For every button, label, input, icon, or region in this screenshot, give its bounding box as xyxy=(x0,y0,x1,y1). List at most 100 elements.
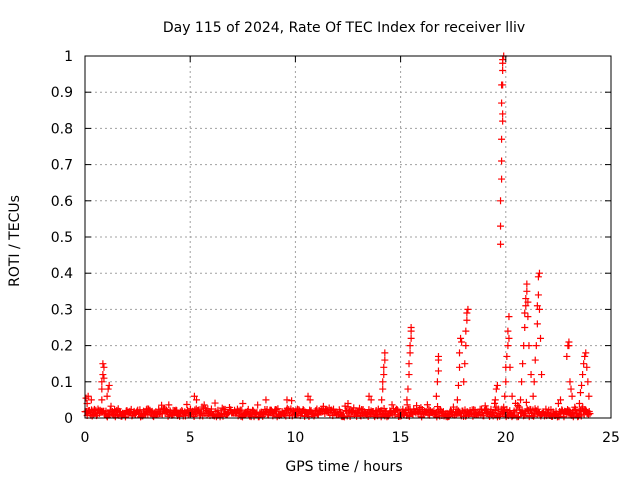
data-point-baseline xyxy=(200,401,208,409)
x-tick-label: 15 xyxy=(392,430,410,446)
data-point xyxy=(499,66,507,74)
data-point xyxy=(453,396,461,404)
data-point xyxy=(524,313,532,321)
data-point-baseline xyxy=(560,413,568,421)
data-point-baseline xyxy=(534,405,542,413)
data-point xyxy=(378,396,386,404)
data-point xyxy=(379,378,387,386)
data-point-baseline xyxy=(207,405,215,413)
data-point xyxy=(527,371,535,379)
x-axis-label: GPS time / hours xyxy=(285,459,402,475)
data-point xyxy=(497,240,505,248)
data-point xyxy=(100,374,108,382)
data-point-baseline xyxy=(244,405,252,413)
data-point xyxy=(491,396,499,404)
data-point xyxy=(530,378,538,386)
data-point xyxy=(456,363,464,371)
data-point xyxy=(98,378,106,386)
data-point xyxy=(283,396,291,404)
data-point-baseline xyxy=(274,405,282,413)
data-point xyxy=(538,371,546,379)
data-point xyxy=(100,363,108,371)
data-point xyxy=(380,363,388,371)
y-tick-label: 0.1 xyxy=(51,375,73,391)
data-point-baseline xyxy=(211,399,219,407)
data-point xyxy=(460,378,468,386)
x-tick-label: 25 xyxy=(602,430,620,446)
data-point xyxy=(497,222,505,230)
data-point-baseline xyxy=(107,402,115,410)
data-point-baseline xyxy=(445,412,453,420)
data-layer xyxy=(81,52,594,421)
data-point xyxy=(557,396,565,404)
data-point-baseline xyxy=(491,399,499,407)
data-point xyxy=(84,392,92,400)
data-point xyxy=(403,396,411,404)
data-point-baseline xyxy=(190,413,198,421)
data-point-baseline xyxy=(136,406,144,414)
data-point xyxy=(537,334,545,342)
data-point-baseline xyxy=(272,406,280,414)
data-point xyxy=(463,316,471,324)
grid-layer xyxy=(85,56,611,418)
data-point xyxy=(524,298,532,306)
x-tick-label: 0 xyxy=(81,430,90,446)
data-point xyxy=(508,392,516,400)
data-point-baseline xyxy=(423,401,431,409)
data-point xyxy=(568,392,576,400)
data-point-baseline xyxy=(413,402,421,410)
data-point xyxy=(464,305,472,313)
data-point-baseline xyxy=(183,400,191,408)
data-point xyxy=(519,360,527,368)
data-point xyxy=(525,342,533,350)
y-tick-label: 0.4 xyxy=(51,266,73,282)
data-point xyxy=(380,371,388,379)
data-point xyxy=(499,81,507,89)
data-point xyxy=(379,385,387,393)
data-point xyxy=(304,392,312,400)
data-point xyxy=(533,320,541,328)
data-point-baseline xyxy=(306,406,314,414)
data-point xyxy=(381,356,389,364)
x-tick-label: 5 xyxy=(186,430,195,446)
data-point-baseline xyxy=(214,406,222,414)
y-tick-label: 0 xyxy=(64,411,73,427)
data-point-baseline xyxy=(288,397,296,405)
data-point xyxy=(503,352,511,360)
data-point xyxy=(105,381,113,389)
data-point xyxy=(585,392,593,400)
data-point xyxy=(566,378,574,386)
data-point xyxy=(99,360,107,368)
data-point xyxy=(522,295,530,303)
data-point xyxy=(531,356,539,364)
data-point-baseline xyxy=(522,398,530,406)
y-tick-label: 0.5 xyxy=(51,230,73,246)
data-point xyxy=(405,371,413,379)
data-point xyxy=(505,313,513,321)
data-point xyxy=(521,309,529,317)
data-point-baseline xyxy=(164,412,172,420)
data-point xyxy=(498,157,506,165)
data-point-baseline xyxy=(319,402,327,410)
data-point xyxy=(567,385,575,393)
data-point xyxy=(367,396,375,404)
data-point xyxy=(407,334,415,342)
data-point xyxy=(432,392,440,400)
data-point xyxy=(522,302,530,310)
data-point xyxy=(190,392,198,400)
data-point xyxy=(504,327,512,335)
data-point xyxy=(381,349,389,357)
data-point xyxy=(497,197,505,205)
data-point xyxy=(306,396,314,404)
y-tick-label: 0.7 xyxy=(51,158,73,174)
data-point xyxy=(456,349,464,357)
data-point-baseline xyxy=(585,411,593,419)
data-point-baseline xyxy=(586,410,594,418)
data-point-baseline xyxy=(514,401,522,409)
data-point xyxy=(407,324,415,331)
data-point xyxy=(365,392,373,400)
data-point xyxy=(576,389,584,397)
data-point xyxy=(434,352,442,360)
data-point xyxy=(406,349,414,357)
